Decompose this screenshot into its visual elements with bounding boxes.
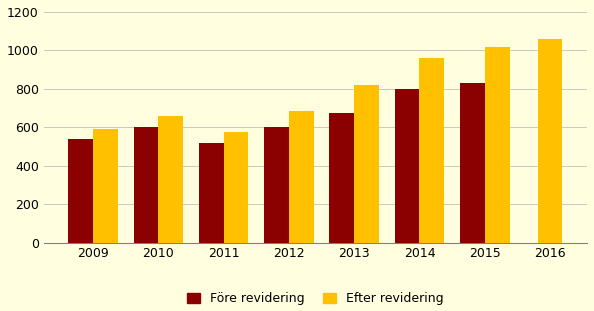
Bar xyxy=(159,116,183,243)
Bar xyxy=(460,83,485,243)
Bar xyxy=(134,127,159,243)
Bar xyxy=(93,129,118,243)
Legend: Före revidering, Efter revidering: Före revidering, Efter revidering xyxy=(182,287,448,310)
Bar xyxy=(330,113,354,243)
Bar xyxy=(68,139,93,243)
Bar xyxy=(354,85,379,243)
Bar xyxy=(224,132,248,243)
Bar xyxy=(538,39,563,243)
Bar xyxy=(264,127,289,243)
Bar xyxy=(289,111,314,243)
Bar xyxy=(394,89,419,243)
Bar xyxy=(485,47,510,243)
Bar xyxy=(419,58,444,243)
Bar xyxy=(199,143,224,243)
